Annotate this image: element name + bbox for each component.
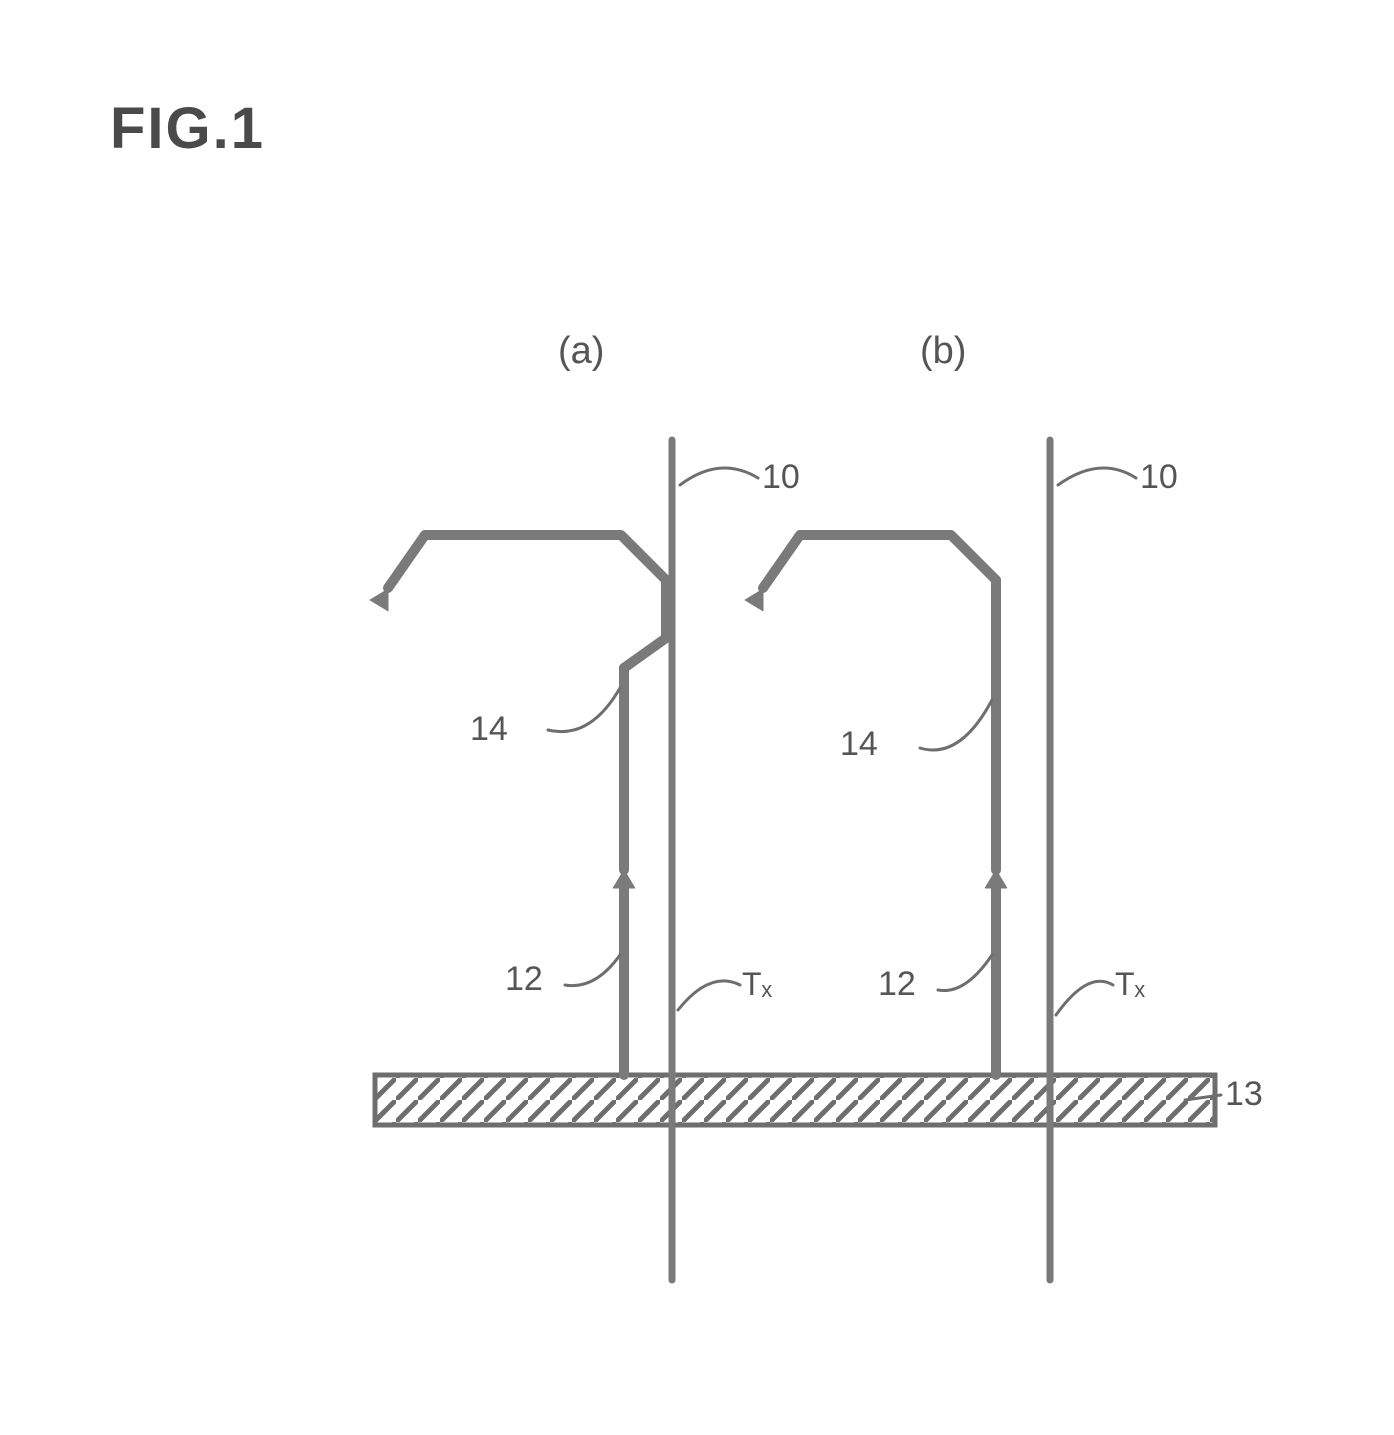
ref-12-a: 12 bbox=[505, 960, 543, 999]
ref-13: 13 bbox=[1225, 1075, 1263, 1114]
ref-14-a: 14 bbox=[470, 710, 508, 749]
ref-10-b: 10 bbox=[1140, 458, 1178, 497]
ref-tx-a: Tₓ bbox=[742, 966, 772, 1003]
ref-12-b: 12 bbox=[878, 965, 916, 1004]
ref-10-a: 10 bbox=[762, 458, 800, 497]
diagram-svg bbox=[0, 0, 1394, 1435]
figure-canvas: FIG.1 (a) (b) 10 10 14 14 12 12 Tₓ Tₓ 13 bbox=[0, 0, 1394, 1435]
ref-14-b: 14 bbox=[840, 725, 878, 764]
ref-tx-b: Tₓ bbox=[1115, 966, 1145, 1003]
